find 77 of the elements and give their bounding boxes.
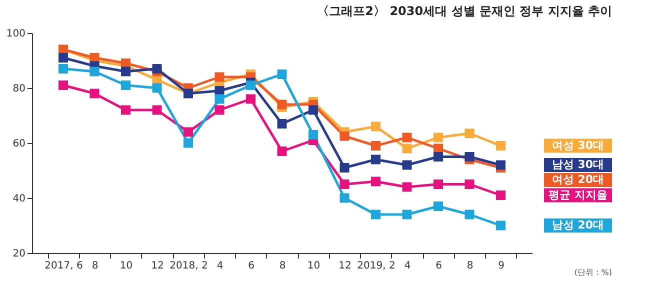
- point: [214, 94, 224, 104]
- x-tick-label: 9: [498, 260, 504, 272]
- point: [121, 80, 130, 90]
- point: [496, 141, 506, 150]
- text: 여성 30대: [552, 138, 604, 152]
- point: [121, 66, 130, 76]
- point: [371, 154, 380, 164]
- point: [434, 202, 443, 211]
- y-tick-label: 80: [12, 84, 26, 94]
- x-tick-label: 6: [436, 260, 442, 272]
- point: [402, 132, 412, 142]
- x-tick-label: 2018, 2: [170, 260, 208, 272]
- x-tick-label: 12: [338, 260, 352, 272]
- point: [152, 64, 162, 74]
- point: [402, 182, 412, 192]
- y-tick-label: 100: [6, 28, 26, 40]
- point: [402, 144, 412, 154]
- point: [340, 193, 350, 203]
- point: [184, 127, 193, 137]
- point: [340, 163, 350, 172]
- point: [464, 180, 474, 189]
- point: [90, 66, 100, 76]
- point: [496, 220, 506, 230]
- x-tick-label: 4: [404, 260, 411, 272]
- y-tick-label: 60: [12, 138, 26, 150]
- x-tick-label: 2019, 2: [357, 260, 396, 272]
- point: [308, 105, 318, 115]
- point: [464, 152, 474, 162]
- y-tick-label: 20: [12, 248, 26, 260]
- point: [277, 146, 287, 156]
- point: [246, 80, 256, 90]
- text: 남성 30대: [552, 158, 604, 171]
- point: [308, 130, 318, 140]
- point: [58, 53, 68, 62]
- x-tick-label: 8: [466, 260, 474, 272]
- point: [58, 64, 68, 74]
- x-tick-label: 10: [120, 260, 133, 272]
- point: [184, 138, 193, 148]
- point: [371, 141, 380, 150]
- x-tick-label: 8: [92, 260, 98, 272]
- point: [434, 152, 443, 162]
- point: [277, 119, 287, 128]
- x-tick-label: 8: [279, 260, 286, 272]
- point: [434, 132, 443, 142]
- x-tick-label: 10: [307, 260, 320, 272]
- text: (단위 : %): [574, 268, 612, 277]
- point: [464, 210, 474, 220]
- chart-title: 〈그래프2〉 2030세대 성별 문재인 정부 지지율 추이: [317, 4, 612, 18]
- point: [277, 70, 287, 79]
- x-tick-label: 2017, 6: [44, 260, 83, 272]
- point: [246, 94, 256, 104]
- point: [152, 105, 162, 115]
- x-tick-label: 6: [248, 260, 254, 272]
- text: 평균 지지율: [548, 188, 608, 202]
- point: [464, 128, 474, 138]
- x-tick-label: 12: [151, 260, 164, 272]
- point: [277, 100, 287, 110]
- point: [58, 80, 68, 90]
- text: 남성 20대: [552, 218, 604, 232]
- point: [496, 160, 506, 170]
- point: [434, 180, 443, 189]
- point: [402, 210, 412, 220]
- text: 여성 20대: [552, 173, 604, 186]
- point: [121, 105, 130, 115]
- point: [152, 83, 162, 93]
- point: [496, 190, 506, 200]
- point: [214, 105, 224, 115]
- x-tick-label: 4: [216, 260, 224, 272]
- point: [214, 72, 224, 82]
- y-tick-label: 40: [12, 194, 26, 204]
- point: [340, 131, 350, 141]
- point: [371, 210, 380, 220]
- point: [90, 88, 100, 98]
- point: [402, 160, 412, 170]
- point: [371, 122, 380, 132]
- point: [340, 180, 350, 189]
- point: [371, 176, 380, 186]
